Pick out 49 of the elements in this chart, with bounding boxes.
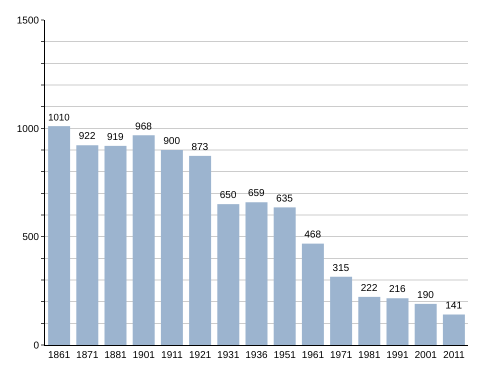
bar: [274, 207, 296, 345]
data-label: 635: [276, 193, 294, 204]
x-tick-label: 1951: [274, 350, 296, 361]
data-label: 315: [332, 262, 350, 274]
y-tick-label: 0: [33, 340, 40, 352]
data-label: 900: [163, 136, 180, 147]
data-label: 216: [388, 284, 406, 296]
bar: [104, 146, 126, 345]
x-tick-label: 1981: [358, 350, 381, 361]
x-tick-label: 1881: [104, 350, 128, 361]
x-tick-label: 1901: [132, 350, 156, 361]
data-label: 659: [248, 188, 266, 200]
data-label: 468: [304, 230, 322, 241]
data-label: 919: [106, 132, 124, 143]
data-label: 873: [192, 142, 209, 153]
bar: [76, 145, 98, 345]
data-label: 141: [445, 300, 462, 312]
bar: [442, 314, 465, 345]
bar: [246, 202, 268, 345]
x-tick-label: 1931: [217, 350, 240, 361]
y-tick-label: 500: [22, 232, 40, 244]
bar: [302, 244, 324, 345]
data-label: 190: [417, 290, 434, 301]
x-tick-label: 1936: [245, 350, 268, 361]
bar: [358, 296, 380, 345]
data-label: 222: [360, 282, 378, 294]
bar: [48, 126, 70, 345]
bar: [330, 276, 352, 345]
data-label: 1010: [48, 112, 70, 124]
bar: [217, 204, 240, 345]
y-tick-label: 1000: [16, 124, 40, 135]
x-tick-label: 1991: [386, 350, 410, 361]
data-label: 922: [78, 131, 96, 142]
x-tick-label: 2001: [414, 350, 438, 361]
bar: [414, 304, 437, 345]
bar: [160, 150, 183, 345]
y-tick-label: 1500: [16, 16, 40, 26]
x-tick-label: 1861: [48, 350, 71, 361]
x-tick-label: 2011: [443, 350, 466, 361]
data-label: 650: [220, 190, 237, 202]
x-tick-label: 1961: [302, 350, 324, 361]
bar: [132, 135, 155, 345]
x-tick-label: 1921: [188, 350, 212, 361]
x-tick-label: 1871: [76, 350, 99, 361]
bar: [189, 156, 212, 345]
x-tick-label: 1911: [161, 350, 184, 361]
x-tick-label: 1971: [330, 350, 353, 361]
data-label: 968: [135, 121, 152, 132]
bar: [386, 298, 408, 345]
